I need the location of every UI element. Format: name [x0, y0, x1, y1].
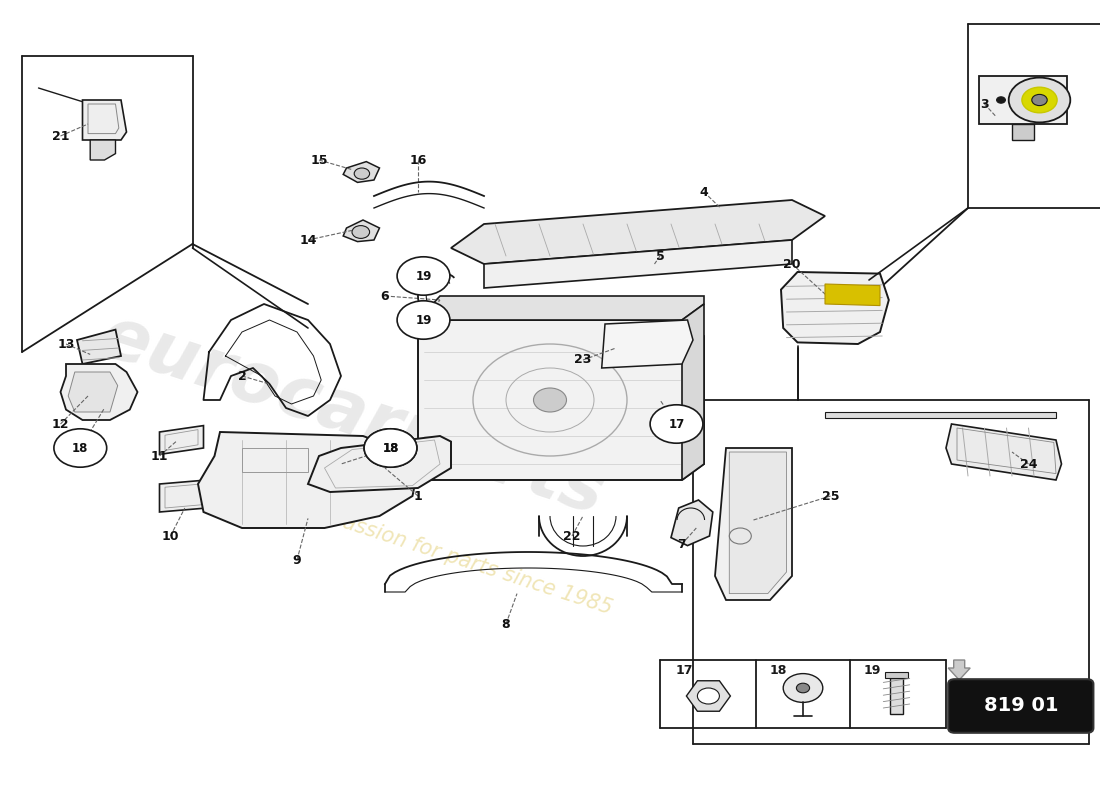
Polygon shape: [781, 272, 889, 344]
Text: 9: 9: [293, 554, 301, 566]
Text: 7: 7: [678, 538, 686, 550]
Polygon shape: [160, 426, 204, 454]
Text: 19: 19: [416, 270, 431, 282]
Polygon shape: [686, 681, 730, 711]
Text: 4: 4: [700, 186, 708, 198]
Polygon shape: [979, 76, 1067, 124]
Polygon shape: [729, 452, 786, 594]
Text: 18: 18: [73, 442, 88, 454]
Polygon shape: [825, 412, 1056, 418]
Text: 12: 12: [52, 418, 69, 430]
Polygon shape: [946, 424, 1062, 480]
Text: 18: 18: [383, 442, 398, 454]
Polygon shape: [418, 320, 704, 480]
Text: 14: 14: [299, 234, 317, 246]
Text: 11: 11: [151, 450, 168, 462]
Text: 819 01: 819 01: [983, 696, 1058, 715]
Polygon shape: [484, 240, 792, 288]
Text: 25: 25: [822, 490, 839, 502]
Circle shape: [783, 674, 823, 702]
Text: 20: 20: [783, 258, 801, 270]
Text: 17: 17: [669, 418, 684, 430]
Text: 3: 3: [980, 98, 989, 110]
Polygon shape: [890, 678, 903, 714]
Circle shape: [534, 388, 566, 412]
Circle shape: [796, 683, 810, 693]
Polygon shape: [825, 284, 880, 306]
Polygon shape: [60, 364, 138, 420]
Polygon shape: [715, 448, 792, 600]
Circle shape: [1009, 78, 1070, 122]
Text: 6: 6: [381, 290, 389, 302]
Text: 18: 18: [383, 442, 398, 454]
Text: 1: 1: [414, 490, 422, 502]
Circle shape: [997, 97, 1005, 103]
Circle shape: [650, 405, 703, 443]
Text: 8: 8: [502, 618, 510, 630]
Circle shape: [1032, 94, 1047, 106]
Text: a passion for parts since 1985: a passion for parts since 1985: [309, 502, 615, 618]
Text: 19: 19: [416, 314, 431, 326]
Polygon shape: [671, 500, 713, 546]
Polygon shape: [682, 304, 704, 480]
Text: 17: 17: [675, 664, 693, 677]
Text: 18: 18: [770, 664, 788, 677]
Circle shape: [364, 429, 417, 467]
Polygon shape: [343, 162, 379, 182]
FancyBboxPatch shape: [948, 679, 1093, 733]
Polygon shape: [308, 436, 451, 492]
Text: eurocarparts: eurocarparts: [91, 302, 613, 530]
Circle shape: [397, 301, 450, 339]
Polygon shape: [82, 100, 126, 140]
Text: 21: 21: [52, 130, 69, 142]
Polygon shape: [90, 140, 116, 160]
Polygon shape: [602, 320, 693, 368]
Text: 13: 13: [57, 338, 75, 350]
Text: 15: 15: [310, 154, 328, 166]
Polygon shape: [343, 220, 379, 242]
Circle shape: [54, 429, 107, 467]
Text: 16: 16: [409, 154, 427, 166]
Circle shape: [364, 429, 417, 467]
Text: 19: 19: [864, 664, 881, 677]
Polygon shape: [68, 372, 118, 412]
Polygon shape: [418, 296, 704, 320]
Polygon shape: [1012, 124, 1034, 140]
Text: 10: 10: [162, 530, 179, 542]
Polygon shape: [451, 200, 825, 264]
Polygon shape: [77, 330, 121, 364]
Text: 24: 24: [1020, 458, 1037, 470]
Circle shape: [697, 688, 719, 704]
Text: 5: 5: [656, 250, 664, 262]
Circle shape: [1022, 87, 1057, 113]
Text: 22: 22: [563, 530, 581, 542]
Polygon shape: [948, 660, 970, 680]
Text: 2: 2: [238, 370, 246, 382]
Circle shape: [354, 168, 370, 179]
Text: 23: 23: [574, 354, 592, 366]
Polygon shape: [886, 672, 907, 678]
Circle shape: [397, 257, 450, 295]
Circle shape: [352, 226, 370, 238]
Polygon shape: [160, 480, 207, 512]
Polygon shape: [198, 432, 418, 528]
